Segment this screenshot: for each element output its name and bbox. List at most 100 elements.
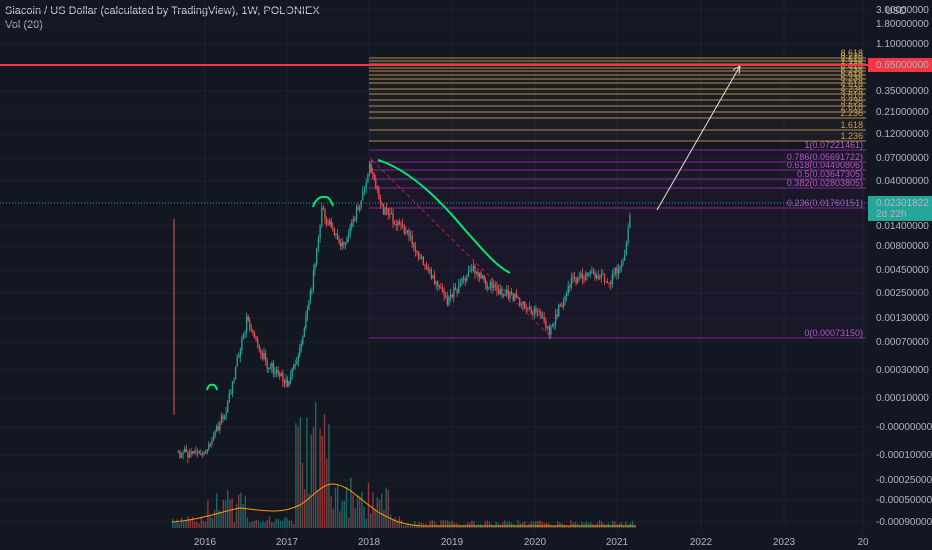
candle-body xyxy=(340,243,341,246)
candle-body xyxy=(233,380,234,382)
volume-bar xyxy=(467,522,468,528)
volume-bar xyxy=(198,523,199,528)
candle-body xyxy=(235,366,236,379)
candle-body xyxy=(364,189,365,192)
candle-body xyxy=(301,344,302,348)
candle-body xyxy=(230,393,231,394)
candle-body xyxy=(572,277,573,278)
volume-bar xyxy=(506,522,507,528)
candle-body xyxy=(366,182,367,188)
candle-body xyxy=(607,282,608,283)
volume-bar xyxy=(220,511,221,528)
candle-body xyxy=(402,225,403,227)
candle-body xyxy=(500,289,501,295)
candle-body xyxy=(218,426,219,430)
candle-body xyxy=(255,337,256,339)
candle-body xyxy=(436,282,437,284)
volume-bar xyxy=(366,519,367,528)
candle-body xyxy=(588,274,589,276)
candle-body xyxy=(407,230,408,232)
volume-bar xyxy=(275,519,276,528)
candle-body xyxy=(521,305,522,306)
candle-body xyxy=(342,242,343,246)
volume-bar xyxy=(484,522,485,528)
candle-body xyxy=(375,180,376,187)
candle-body xyxy=(561,306,562,307)
candle-body xyxy=(232,381,233,393)
volume-bar xyxy=(421,523,422,528)
candle-body xyxy=(350,227,351,234)
candle-body xyxy=(354,219,355,220)
candle-body xyxy=(305,317,306,328)
volume-bar xyxy=(377,497,378,528)
candle-body xyxy=(311,288,312,290)
candle-body xyxy=(527,308,528,309)
candle-body xyxy=(540,312,541,318)
candle-body xyxy=(353,219,354,223)
time-tick-label: 2018 xyxy=(358,537,381,548)
candle-body xyxy=(429,269,430,270)
candle-body xyxy=(343,242,344,244)
volume-bar xyxy=(352,495,353,528)
volume-bar xyxy=(262,521,263,528)
volume-bar xyxy=(234,522,235,528)
candle-body xyxy=(321,208,322,226)
candle-body xyxy=(426,265,427,268)
price-tick-label: 0.21000000 xyxy=(876,107,929,118)
volume-bar xyxy=(590,522,591,528)
volume-bar xyxy=(256,520,257,528)
time-axis[interactable]: 2016 2017 2018 2019 2020 2021 2022 2023 20 xyxy=(194,537,869,548)
candle-body xyxy=(195,451,196,452)
volume-bar xyxy=(251,522,252,528)
time-tick-label: 20 xyxy=(857,537,869,548)
price-axis[interactable]: 3.00000000 1.80000000 1.10000000 0.35000000… xyxy=(868,0,932,550)
volume-bar xyxy=(346,487,347,528)
fib-level-label: 8.618 xyxy=(840,48,863,58)
candle-body xyxy=(191,451,192,454)
volume-bar xyxy=(612,521,613,528)
candle-body xyxy=(282,373,283,382)
volume-bar xyxy=(575,522,576,528)
volume-bar xyxy=(315,402,316,528)
volume-bar xyxy=(209,516,210,528)
time-tick-label: 2020 xyxy=(524,537,547,548)
volume-bar xyxy=(240,493,241,528)
volume-bar xyxy=(379,500,380,528)
volume-bar xyxy=(212,518,213,528)
candle-body xyxy=(391,213,392,214)
candle-body xyxy=(404,227,405,233)
candle-body xyxy=(415,247,416,251)
candle-body xyxy=(615,268,616,274)
candle-body xyxy=(324,209,325,219)
candle-body xyxy=(200,454,201,455)
candle-body xyxy=(202,454,203,455)
volume-bar xyxy=(381,494,382,528)
candle-body xyxy=(281,373,282,376)
volume-bar xyxy=(625,522,626,528)
candle-body xyxy=(439,286,440,287)
candle-body xyxy=(560,305,561,306)
candle-body xyxy=(544,317,545,321)
volume-bar xyxy=(557,521,558,528)
candle-body xyxy=(334,229,335,235)
volume-bar xyxy=(344,501,345,528)
candle-body xyxy=(571,278,572,287)
candle-body xyxy=(214,431,215,436)
candle-body xyxy=(229,393,230,401)
candle-body xyxy=(447,298,448,305)
volume-bar xyxy=(632,521,633,528)
candle-body xyxy=(179,452,180,458)
volume-bar xyxy=(471,521,472,528)
candle-body xyxy=(490,282,491,287)
price-tick-label: -0.00050000 xyxy=(876,495,932,506)
candle-body xyxy=(316,249,317,264)
volume-bar xyxy=(502,522,503,528)
candle-body xyxy=(532,313,533,314)
candle-body xyxy=(604,274,605,282)
volume-bar xyxy=(594,525,595,528)
volume-bar xyxy=(339,511,340,528)
candle-body xyxy=(535,308,536,312)
volume-bar xyxy=(194,521,195,528)
volume-bar xyxy=(245,496,246,528)
